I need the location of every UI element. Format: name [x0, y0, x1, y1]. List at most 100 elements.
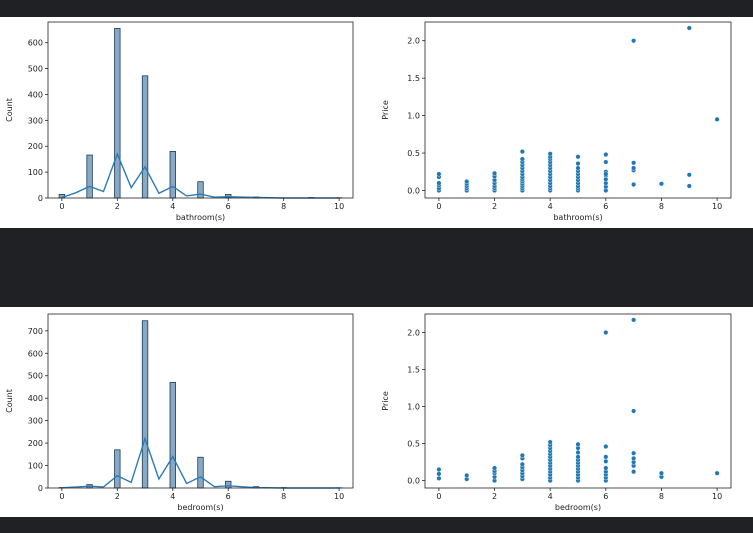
x-tick-label: 0	[436, 492, 441, 501]
scatter-point	[631, 455, 637, 461]
x-tick-label: 10	[712, 492, 722, 501]
scatter-point	[492, 170, 498, 176]
y-tick-label: 0.5	[407, 440, 420, 449]
bottom-row-panel: 0 2 4 6 8 10 0 100 200 300 400 500 600 700 bedroom(s) C…	[0, 307, 753, 517]
y-tick-label: 1.5	[407, 366, 420, 375]
y-tick-label: 100	[28, 462, 43, 471]
histogram-bar	[114, 28, 121, 199]
plot-frame	[424, 21, 732, 199]
scatter-point	[631, 160, 637, 166]
x-tick-label: 2	[115, 492, 120, 501]
y-tick-label: 0	[38, 194, 43, 203]
x-tick-label: 10	[334, 492, 344, 501]
x-tick-label: 4	[548, 202, 553, 211]
histogram-bar	[197, 181, 204, 199]
scatter-point	[575, 161, 581, 167]
x-tick-label: 4	[170, 202, 175, 211]
histogram-bar	[225, 480, 232, 489]
y-tick-label: 0	[38, 484, 43, 493]
scatter-point	[631, 408, 637, 414]
scatter-point	[686, 25, 692, 31]
x-tick-label: 8	[659, 202, 664, 211]
y-tick-label: 600	[28, 349, 43, 358]
scatter-point	[631, 450, 637, 456]
histogram-bar	[141, 75, 149, 199]
y-tick-label: 200	[28, 142, 43, 151]
scatter-point	[603, 444, 609, 450]
y-tick-label: 0.0	[407, 187, 420, 196]
scatter-point	[658, 181, 664, 187]
scatter-point	[631, 182, 637, 188]
top-row-panel: 0 2 4 6 8 10 0 100 200 300 400 500 600 bathroom(s) Cou…	[0, 17, 753, 228]
x-tick-label: 8	[281, 492, 286, 501]
scatter-point	[686, 183, 692, 189]
y-tick-label: 2.0	[407, 329, 420, 338]
y-tick-label: 2.0	[407, 37, 420, 46]
x-tick-label: 8	[659, 492, 664, 501]
y-tick-label: 1.0	[407, 403, 420, 412]
x-tick-label: 6	[226, 492, 231, 501]
bathroom-price-scatter-chart: 0 2 4 6 8 10 0.0 0.5 1.0 1.5 2.0 bathroom(s) Price	[381, 21, 732, 222]
plot-frame	[47, 313, 354, 489]
y-tick-label: 500	[28, 65, 43, 74]
x-tick-label: 4	[548, 492, 553, 501]
y-tick-label: 300	[28, 116, 43, 125]
scatter-point	[575, 441, 581, 447]
x-tick-label: 0	[436, 202, 441, 211]
x-tick-label: 4	[170, 492, 175, 501]
y-tick-label: 500	[28, 372, 43, 381]
scatter-point	[575, 454, 581, 460]
bedroom-price-scatter-chart: 0 2 4 6 8 10 0.0 0.5 1.0 1.5 2.0 bedroom(s) Price	[381, 313, 732, 512]
x-tick-label: 6	[226, 202, 231, 211]
x-tick-label: 10	[334, 202, 344, 211]
y-tick-label: 1.0	[407, 112, 420, 121]
y-tick-label: 300	[28, 417, 43, 426]
scatter-point	[436, 475, 442, 481]
scatter-point	[603, 159, 609, 165]
x-axis-label: bathroom(s)	[176, 213, 225, 222]
scatter-point	[575, 154, 581, 160]
y-axis-label: Count	[5, 389, 14, 413]
y-axis-label: Price	[381, 391, 390, 411]
y-tick-label: 400	[28, 394, 43, 403]
scatter-point	[603, 171, 609, 177]
y-tick-label: 700	[28, 327, 43, 336]
scatter-point	[436, 180, 442, 186]
scatter-point	[547, 151, 553, 157]
scatter-point	[631, 317, 637, 323]
scatter-point	[714, 470, 720, 476]
scatter-point	[658, 470, 664, 476]
y-tick-label: 0.5	[407, 149, 420, 158]
kde-curve	[61, 152, 340, 199]
scatter-point	[519, 149, 525, 155]
scatter-point	[436, 171, 442, 177]
y-tick-label: 600	[28, 39, 43, 48]
scatter-point	[631, 38, 637, 44]
x-tick-label: 0	[59, 202, 64, 211]
histogram-bar	[86, 154, 93, 199]
y-tick-label: 0.0	[407, 477, 420, 486]
y-axis-label: Price	[381, 100, 390, 120]
scatter-point	[603, 330, 609, 336]
scatter-point	[631, 165, 637, 171]
scatter-point	[575, 449, 581, 455]
scatter-point	[575, 165, 581, 171]
x-tick-label: 6	[603, 202, 608, 211]
y-tick-label: 100	[28, 168, 43, 177]
plot-frame	[424, 313, 732, 489]
scatter-point	[436, 471, 442, 477]
scatter-point	[686, 172, 692, 178]
scatter-point	[464, 472, 470, 478]
histogram-bar	[169, 382, 176, 489]
histogram-bar	[197, 456, 204, 489]
plot-frame	[47, 21, 354, 199]
x-axis-label: bathroom(s)	[553, 213, 602, 222]
y-axis-label: Count	[5, 98, 14, 122]
scatter-point	[519, 461, 525, 467]
x-tick-label: 2	[492, 202, 497, 211]
scatter-point	[519, 452, 525, 458]
x-tick-label: 8	[281, 202, 286, 211]
x-tick-label: 2	[115, 202, 120, 211]
x-tick-label: 10	[712, 202, 722, 211]
scatter-point	[603, 152, 609, 158]
